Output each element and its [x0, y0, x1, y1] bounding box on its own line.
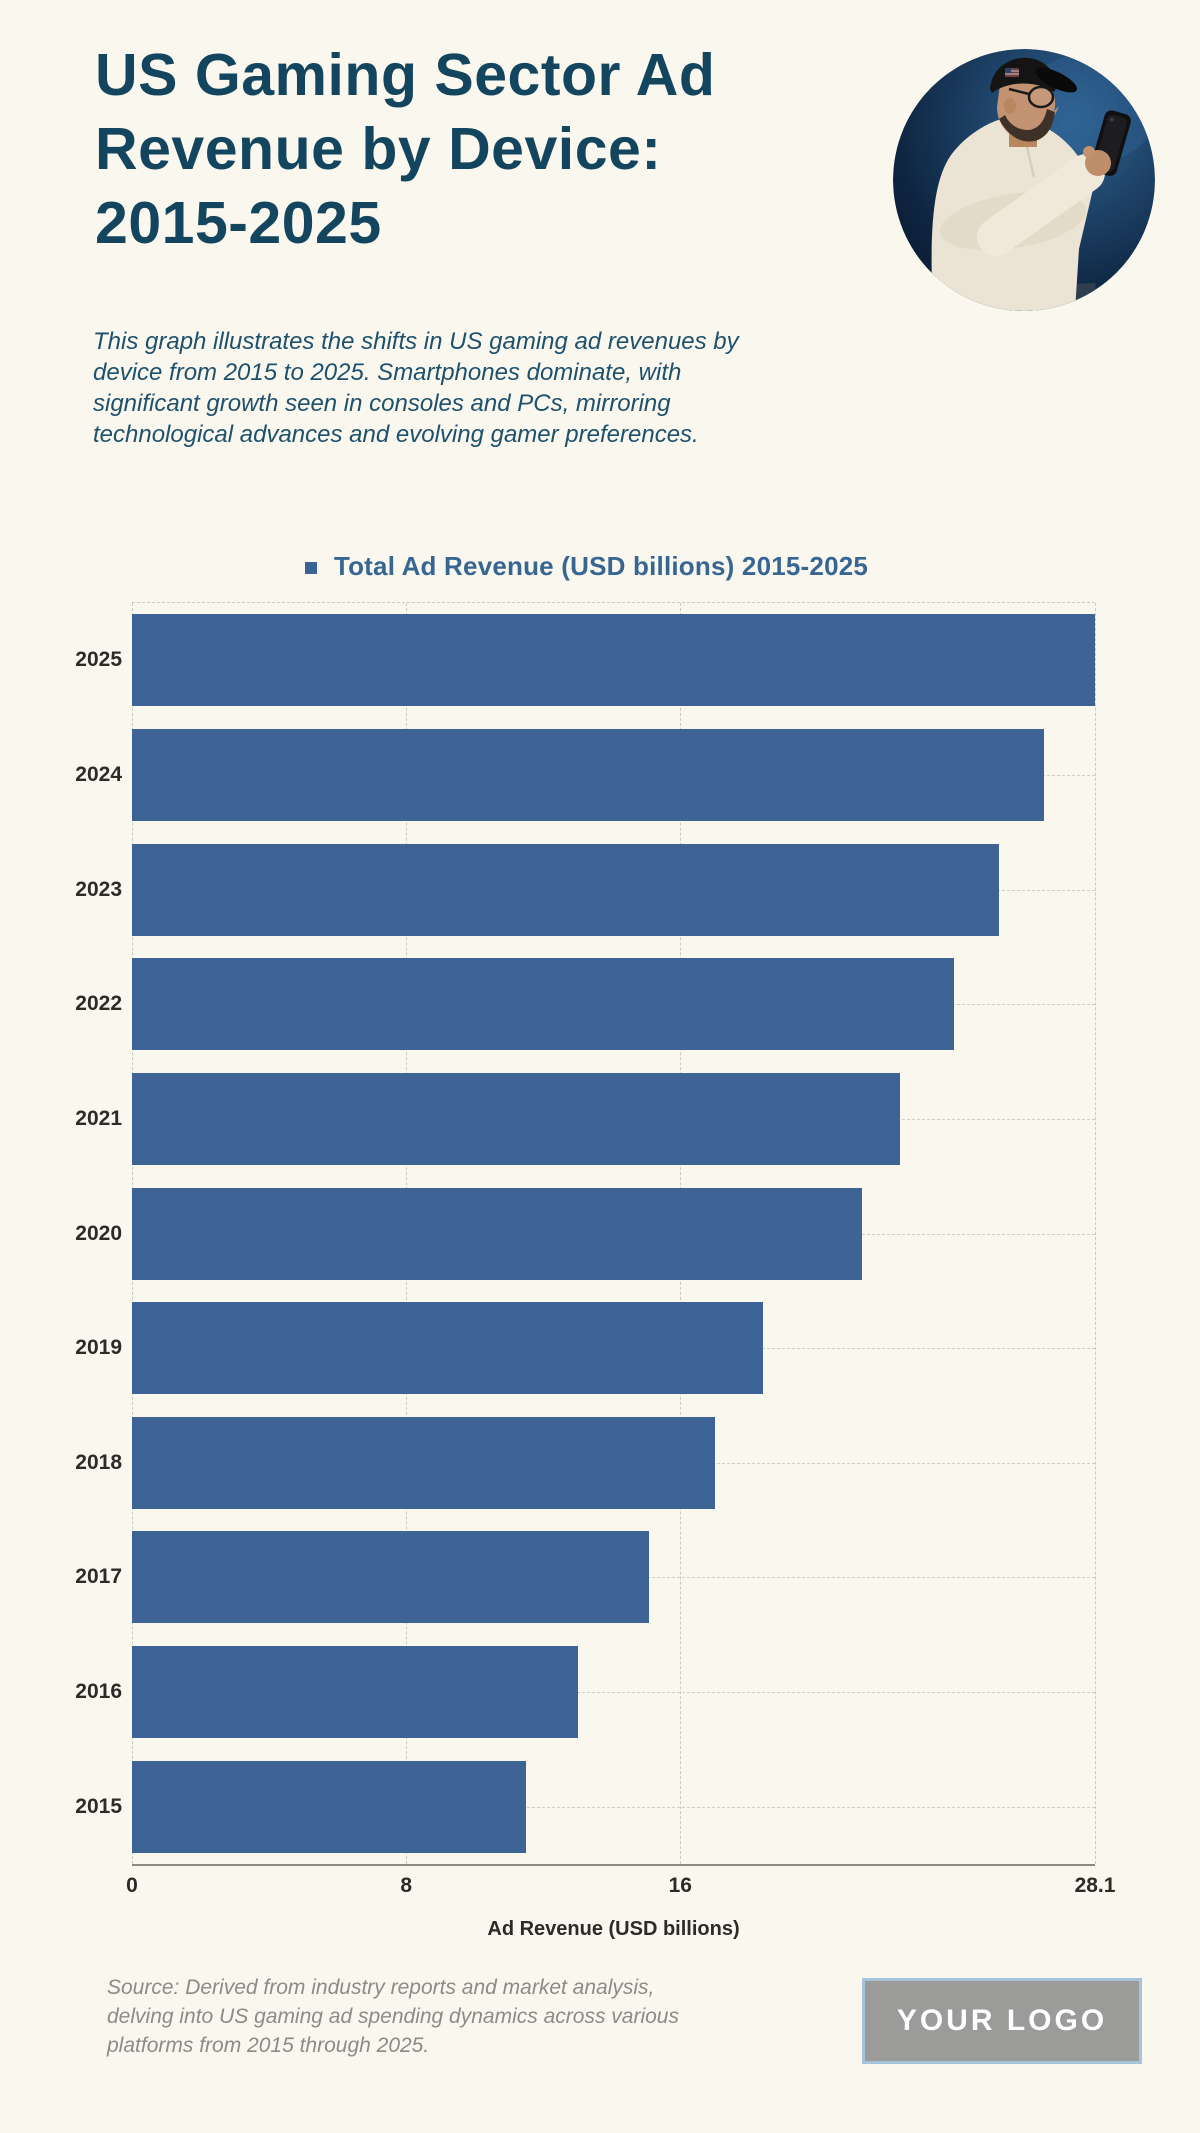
page-title-line: Revenue by Device: — [95, 116, 662, 182]
year-label: 2022 — [75, 992, 122, 1016]
chart-description: This graph illustrates the shifts in US … — [93, 326, 833, 450]
bar-row: 2020 — [75, 1176, 1095, 1291]
bar-2024 — [132, 728, 1044, 821]
page-title: US Gaming Sector Ad Revenue by Device: 2… — [95, 38, 815, 260]
bar-row: 2025 — [75, 603, 1095, 718]
logo-placeholder-text: YOUR LOGO — [896, 2004, 1108, 2037]
bar-row: 2023 — [75, 832, 1095, 947]
year-label: 2021 — [75, 1106, 122, 1130]
bar-2025 — [132, 614, 1095, 707]
x-axis-title: Ad Revenue (USD billions) — [487, 1918, 740, 1940]
year-label: 2023 — [75, 877, 122, 901]
bar-2018 — [132, 1416, 715, 1509]
year-label: 2015 — [75, 1794, 122, 1818]
description-line: significant growth seen in consoles and … — [93, 390, 671, 417]
bar-2015 — [132, 1760, 527, 1853]
bar-2022 — [132, 958, 955, 1051]
year-label: 2018 — [75, 1450, 122, 1474]
bar-rows: 2025 2024 2023 2022 2021 2020 2019 2018 — [75, 603, 1095, 1864]
bar-row: 2018 — [75, 1405, 1095, 1520]
person-using-smartphone-illustration — [893, 49, 1155, 311]
bar-row: 2024 — [75, 718, 1095, 833]
bar-2017 — [132, 1531, 650, 1624]
x-axis-tick-8: 8 — [400, 1874, 412, 1897]
bar-row: 2019 — [75, 1291, 1095, 1406]
bar-row: 2021 — [75, 1062, 1095, 1177]
description-line: technological advances and evolving game… — [93, 421, 699, 448]
bar-2019 — [132, 1302, 763, 1395]
legend-series-label: Total Ad Revenue (USD billions) 2015-202… — [333, 551, 869, 581]
source-line: delving into US gaming ad spending dynam… — [107, 2005, 679, 2028]
page-title-line: US Gaming Sector Ad — [95, 42, 716, 108]
logo-placeholder: YOUR LOGO — [862, 1978, 1142, 2064]
bar-2016 — [132, 1646, 578, 1739]
source-line: platforms from 2015 through 2025. — [107, 2034, 430, 2057]
description-line: This graph illustrates the shifts in US … — [93, 328, 739, 355]
bar-row: 2015 — [75, 1749, 1095, 1864]
bar-2023 — [132, 843, 1000, 936]
vertical-gridline — [1095, 603, 1096, 1864]
row-gridline — [132, 1692, 1095, 1694]
bar-2021 — [132, 1072, 900, 1165]
x-axis-tick-16: 16 — [668, 1874, 692, 1897]
x-axis-tick-28.1: 28.1 — [1074, 1874, 1116, 1897]
person-using-smartphone-photo — [893, 49, 1155, 311]
year-label: 2017 — [75, 1565, 122, 1589]
bar-row: 2016 — [75, 1635, 1095, 1750]
year-label: 2020 — [75, 1221, 122, 1245]
year-label: 2025 — [75, 648, 122, 672]
x-axis-tick-0: 0 — [126, 1874, 138, 1897]
bar-chart-plot-area: 2025 2024 2023 2022 2021 2020 2019 2018 — [75, 602, 1115, 1940]
bar-row: 2022 — [75, 947, 1095, 1062]
source-line: Source: Derived from industry reports an… — [107, 1976, 655, 1999]
legend-series-marker — [304, 561, 317, 574]
chart-legend: Total Ad Revenue (USD billions) 2015-202… — [105, 551, 1068, 582]
year-label: 2024 — [75, 762, 122, 786]
bar-row: 2017 — [75, 1520, 1095, 1635]
row-gridline — [132, 1806, 1095, 1808]
year-label: 2016 — [75, 1680, 122, 1704]
year-label: 2019 — [75, 1336, 122, 1360]
description-line: device from 2015 to 2025. Smartphones do… — [93, 359, 682, 386]
source-note: Source: Derived from industry reports an… — [107, 1973, 787, 2060]
page-title-line: 2015-2025 — [95, 190, 382, 256]
bar-2020 — [132, 1187, 862, 1280]
